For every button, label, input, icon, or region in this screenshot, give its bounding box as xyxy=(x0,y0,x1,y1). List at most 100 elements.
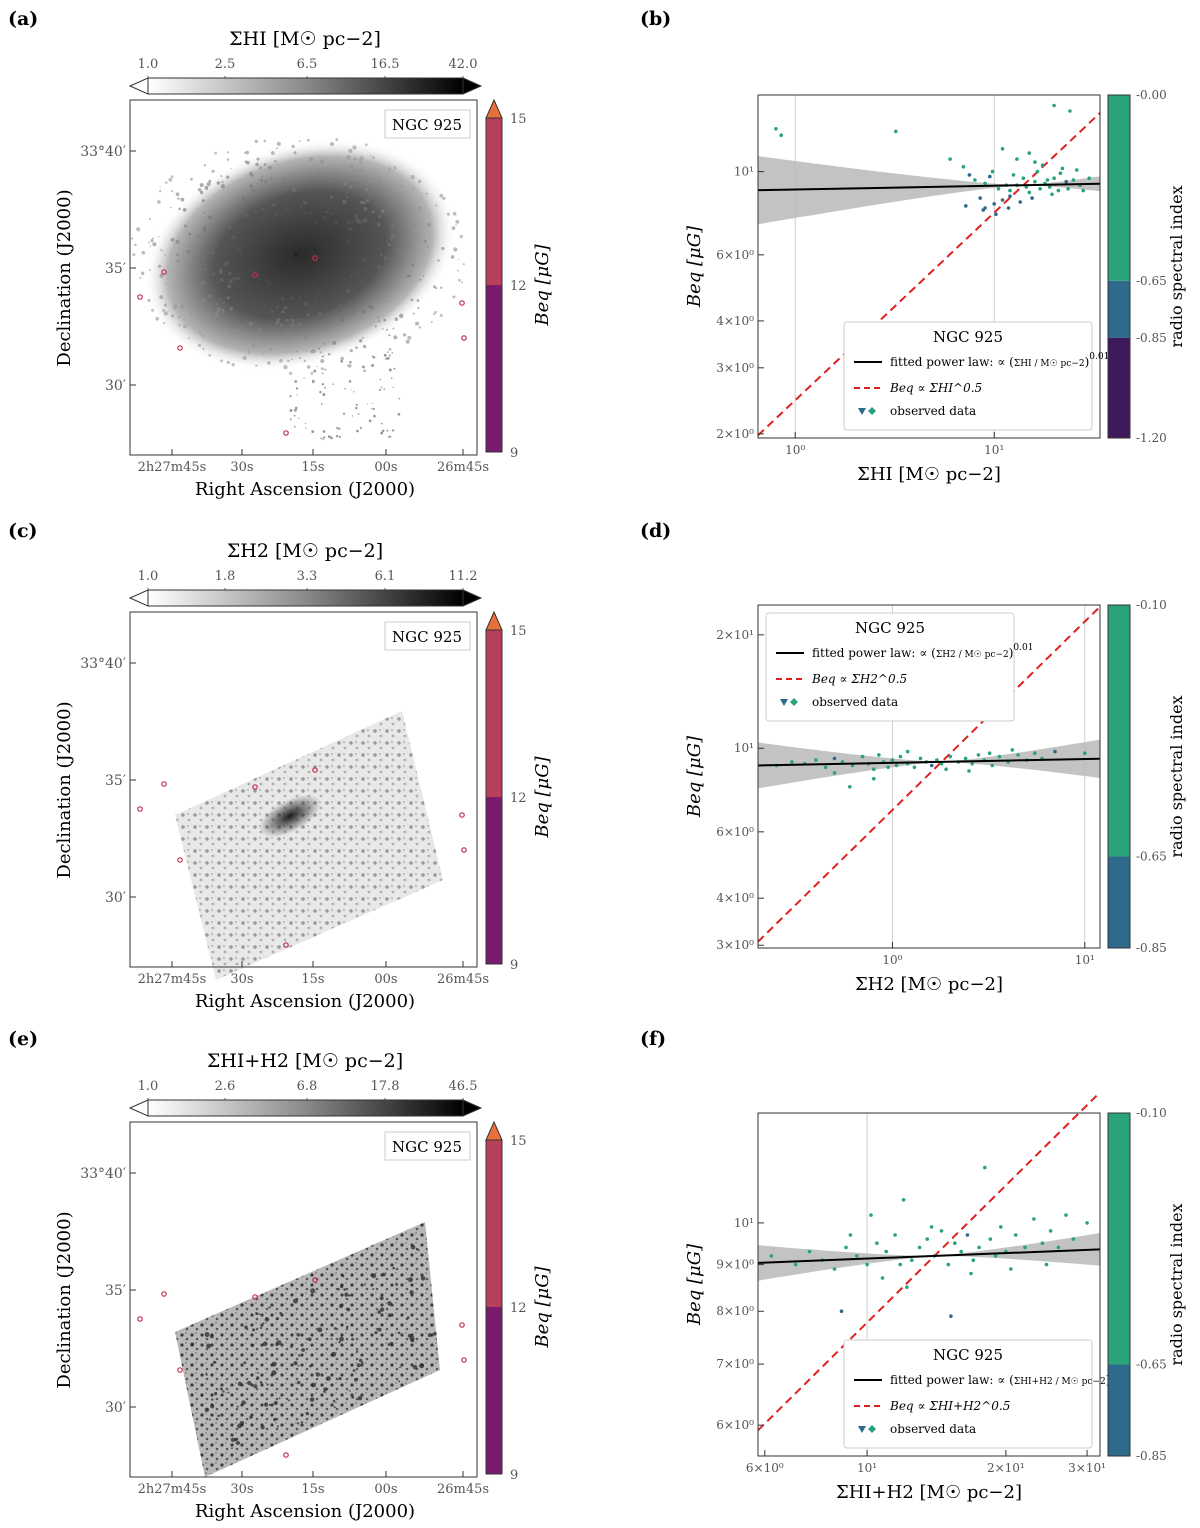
hi-speckle xyxy=(340,356,344,361)
hi-speckle xyxy=(276,141,281,147)
hi-speckle xyxy=(354,169,358,172)
hi-speckle xyxy=(267,285,270,288)
data-point xyxy=(946,1262,951,1267)
data-point xyxy=(977,1245,981,1250)
spectral-index-label: radio spectral index xyxy=(1167,185,1186,347)
hi-speckle xyxy=(247,351,251,354)
hi-speckle xyxy=(339,209,341,212)
hi-speckle xyxy=(277,332,280,336)
hi-speckle xyxy=(441,246,445,251)
hi-speckle xyxy=(275,147,278,150)
data-point xyxy=(832,1267,837,1271)
radio-point-source xyxy=(461,1357,467,1363)
hi-h2-dense-speckle xyxy=(331,1351,337,1357)
hi-h2-dense-speckle xyxy=(379,1296,384,1301)
hi-speckle xyxy=(244,213,249,218)
hi-tail-speckle xyxy=(370,408,372,410)
hi-speckle xyxy=(210,325,214,329)
hi-tail-speckle xyxy=(320,403,323,405)
hi-speckle xyxy=(255,364,258,367)
hi-speckle xyxy=(409,241,412,244)
data-point xyxy=(1006,206,1011,210)
radio-point-source xyxy=(177,1367,183,1373)
hi-speckle xyxy=(148,269,151,271)
colorbar-gradient xyxy=(147,1099,464,1117)
hi-speckle xyxy=(316,289,320,293)
hi-speckle xyxy=(342,199,347,204)
hi-speckle xyxy=(249,268,253,272)
hi-speckle xyxy=(358,160,363,165)
hi-h2-dense-speckle xyxy=(305,1411,310,1416)
hi-speckle xyxy=(442,196,446,201)
hi-speckle xyxy=(389,300,391,302)
hi-speckle xyxy=(267,281,272,286)
hi-speckle xyxy=(349,274,354,279)
hi-h2-dense-speckle xyxy=(317,1327,323,1333)
hi-speckle xyxy=(342,267,345,269)
spectral-index-tick-label: -0.65 xyxy=(1136,1358,1167,1372)
hi-speckle xyxy=(257,327,262,331)
radio-point-source xyxy=(252,272,258,278)
hi-h2-dense-speckle xyxy=(351,1337,355,1341)
hi-h2-dense-speckle xyxy=(337,1287,340,1291)
hi-speckle xyxy=(302,223,306,227)
data-point xyxy=(1064,1213,1068,1217)
hi-h2-dense-speckle xyxy=(387,1313,392,1318)
radio-point-source xyxy=(137,294,143,300)
hi-tail-speckle xyxy=(340,360,344,363)
data-point xyxy=(1058,171,1063,175)
spectral-index-colorbar-frame xyxy=(1107,1112,1131,1457)
ra-tick-label: 26m45s xyxy=(437,1482,489,1497)
hi-speckle xyxy=(267,165,272,170)
data-point xyxy=(872,767,876,771)
hi-speckle xyxy=(246,236,249,239)
hi-speckle xyxy=(386,351,389,354)
hi-tail-speckle xyxy=(357,413,360,415)
hi-speckle xyxy=(385,328,389,331)
hi-speckle xyxy=(291,173,295,176)
colorbar-max-arrow xyxy=(462,77,483,95)
hi-speckle xyxy=(365,143,368,147)
ra-tick-label: 2h27m45s xyxy=(138,972,207,987)
hi-speckle xyxy=(323,216,327,220)
hi-speckle xyxy=(423,239,428,243)
hi-speckle xyxy=(271,203,275,207)
hi-speckle xyxy=(236,276,241,281)
data-point xyxy=(1008,194,1012,198)
hi-speckle xyxy=(269,251,274,255)
data-point xyxy=(1033,751,1037,755)
hi-tail-speckle xyxy=(291,358,293,360)
hi-speckle xyxy=(222,328,226,332)
hi-tail-speckle xyxy=(296,394,298,396)
hi-speckle xyxy=(288,371,293,375)
data-point xyxy=(997,754,1002,759)
spectral-index-tick-label: -0.10 xyxy=(1136,598,1167,612)
data-point xyxy=(1000,198,1005,202)
hi-h2-dense-speckle xyxy=(419,1363,425,1369)
hi-speckle xyxy=(279,323,284,327)
hi-h2-dense-speckle xyxy=(348,1390,351,1392)
hi-h2-dense-speckle xyxy=(297,1422,300,1425)
data-point xyxy=(1071,1237,1076,1241)
hi-speckle xyxy=(426,245,429,248)
hi-speckle xyxy=(256,264,260,268)
hi-speckle xyxy=(199,332,202,335)
hi-speckle xyxy=(309,211,312,215)
hi-speckle xyxy=(261,207,265,211)
hi-speckle xyxy=(374,325,377,328)
hi-tail-speckle xyxy=(320,437,323,440)
hi-speckle xyxy=(392,327,395,330)
map-frame xyxy=(129,1121,478,1478)
hi-speckle xyxy=(276,317,281,322)
hi-tail-speckle xyxy=(295,350,298,353)
hi-speckle xyxy=(235,206,237,208)
data-point xyxy=(912,765,917,770)
hi-speckle xyxy=(323,327,327,331)
radio-point-source xyxy=(312,767,318,773)
hi-speckle xyxy=(201,334,205,338)
data-point xyxy=(965,1233,970,1237)
data-point xyxy=(905,749,910,754)
hi-speckle xyxy=(241,197,245,201)
dec-axis-label: Declination (J2000) xyxy=(54,189,75,366)
data-point xyxy=(886,765,890,770)
